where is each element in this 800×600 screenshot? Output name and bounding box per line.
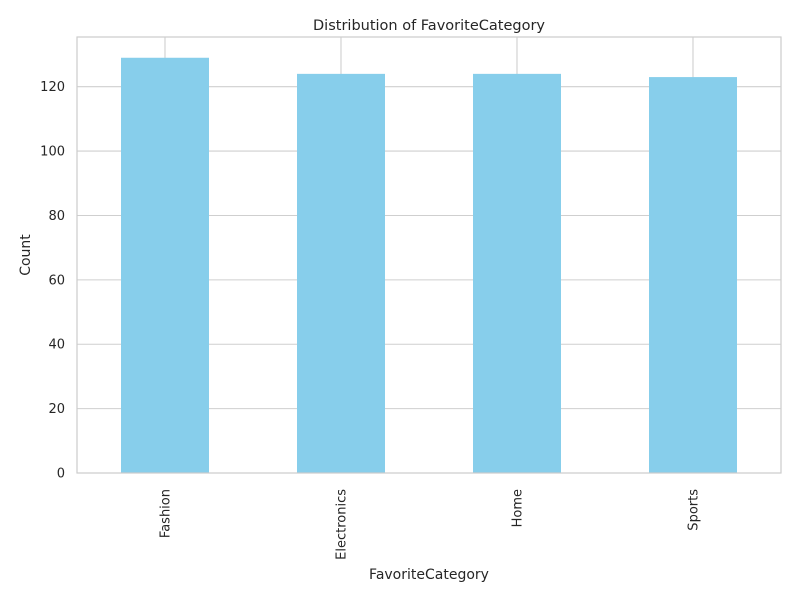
plot-frame: [76, 36, 782, 474]
y-axis-label: Count: [18, 234, 34, 276]
bar-electronics: [297, 73, 385, 473]
x-axis-ticks: Fashion Electronics Home Sports: [159, 489, 702, 560]
y-tick-label: 20: [48, 402, 65, 417]
x-tick-label: Fashion: [159, 489, 174, 538]
bars: [121, 57, 737, 474]
x-axis-label: FavoriteCategory: [369, 567, 489, 583]
y-axis-ticks: 0 20 40 60 80 100 120: [40, 80, 65, 481]
y-tick-label: 40: [48, 338, 65, 353]
x-tick-label: Sports: [687, 489, 702, 531]
y-tick-label: 80: [48, 209, 65, 224]
x-tick-label: Electronics: [335, 489, 350, 560]
y-tick-label: 120: [40, 80, 65, 95]
y-tick-label: 100: [40, 145, 65, 160]
chart-title: Distribution of FavoriteCategory: [313, 18, 545, 34]
x-tick-label: Home: [511, 489, 526, 527]
bar-sports: [649, 77, 737, 473]
y-tick-label: 60: [48, 273, 65, 288]
y-tick-label: 0: [57, 467, 65, 482]
bar-home: [473, 73, 561, 473]
bar-fashion: [121, 57, 209, 474]
